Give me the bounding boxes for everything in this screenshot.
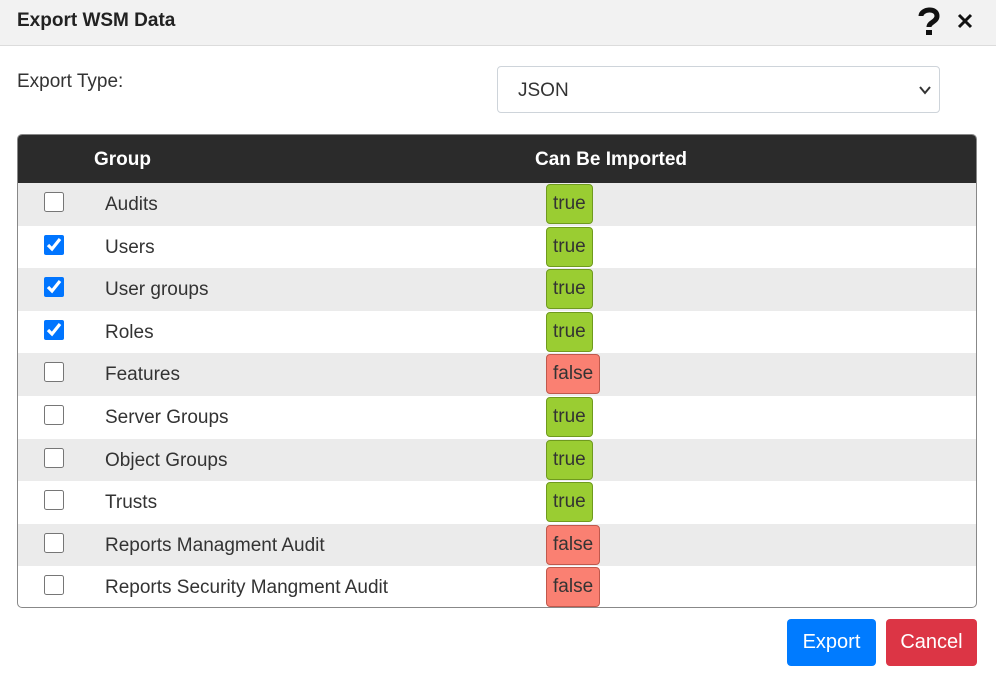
import-badge: true bbox=[546, 482, 593, 523]
import-badge: false bbox=[546, 524, 601, 565]
row-checkbox[interactable] bbox=[44, 319, 64, 340]
column-header: Can Be Imported bbox=[535, 149, 688, 170]
group-name: Reports Security Mangment Audit bbox=[105, 577, 389, 599]
row-checkbox[interactable] bbox=[44, 362, 64, 383]
group-name: User groups bbox=[105, 279, 209, 301]
row-checkbox[interactable] bbox=[44, 405, 64, 425]
import-badge: false bbox=[546, 567, 601, 607]
column-header: Group bbox=[94, 149, 151, 170]
cancel-button[interactable]: Cancel bbox=[886, 619, 977, 666]
row-checkbox[interactable] bbox=[44, 490, 64, 511]
row-checkbox[interactable] bbox=[44, 532, 64, 553]
table-row: Features false bbox=[18, 353, 976, 396]
table-row: User groups true bbox=[18, 268, 976, 311]
group-name: Features bbox=[105, 364, 180, 386]
table-row: Reports Managment Audit false bbox=[18, 523, 976, 567]
row-checkbox[interactable] bbox=[44, 447, 64, 468]
table: Group Can Be Imported Audits true Users tru… bbox=[17, 134, 977, 608]
table-row: Reports Security Mangment Audit false bbox=[18, 566, 976, 607]
select-arrow bbox=[919, 86, 931, 95]
group-name: Roles bbox=[105, 321, 154, 343]
import-badge: true bbox=[546, 226, 593, 267]
table-row: Server Groups true bbox=[18, 396, 976, 439]
import-badge: true bbox=[546, 311, 593, 352]
export-type-label: Export Type: bbox=[17, 71, 124, 92]
import-badge: true bbox=[546, 397, 593, 437]
row-checkbox[interactable] bbox=[44, 277, 64, 298]
group-name: Users bbox=[105, 236, 155, 258]
group-name: Server Groups bbox=[105, 407, 229, 428]
row-checkbox[interactable] bbox=[44, 575, 64, 596]
table-row: Object Groups true bbox=[18, 438, 976, 482]
group-name: Reports Managment Audit bbox=[105, 534, 325, 556]
select-value: JSON bbox=[518, 80, 569, 101]
table-row: Users true bbox=[18, 226, 976, 269]
dialog-title: Export WSM Data bbox=[17, 10, 176, 31]
table-row: Roles true bbox=[18, 311, 976, 354]
export-button[interactable]: Export bbox=[787, 619, 876, 666]
group-name: Trusts bbox=[105, 492, 158, 514]
close-icon[interactable] bbox=[957, 13, 973, 29]
table-header: Group Can Be Imported bbox=[18, 135, 976, 183]
import-badge: true bbox=[546, 439, 593, 480]
group-name: Object Groups bbox=[105, 449, 228, 471]
import-badge: true bbox=[546, 184, 593, 224]
import-badge: false bbox=[546, 354, 601, 395]
table-row: Audits true bbox=[18, 183, 976, 226]
help-icon[interactable] bbox=[916, 6, 942, 36]
header: Export WSM Data bbox=[0, 0, 996, 46]
export-type-select[interactable]: JSON bbox=[497, 66, 940, 113]
row-checkbox[interactable] bbox=[44, 234, 64, 255]
table-row: Trusts true bbox=[18, 481, 976, 524]
row-checkbox[interactable] bbox=[44, 192, 64, 212]
import-badge: true bbox=[546, 269, 593, 310]
group-name: Audits bbox=[105, 194, 158, 215]
